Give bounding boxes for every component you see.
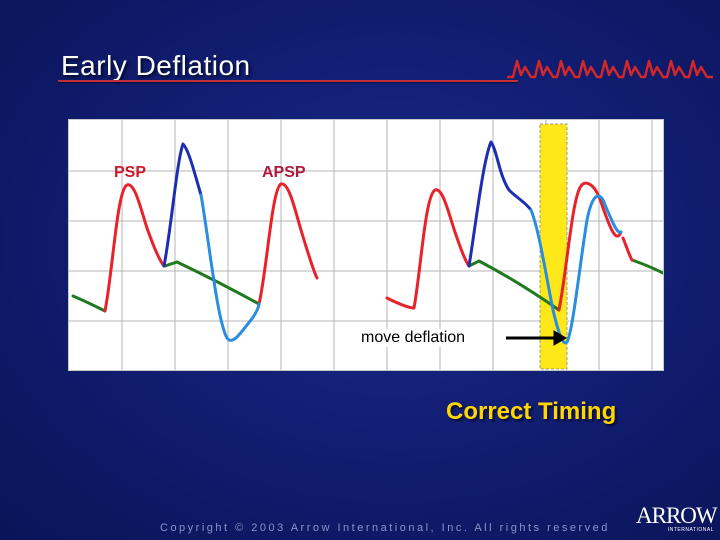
waveform-svg	[69, 120, 663, 370]
move-deflation-label: move deflation	[359, 329, 468, 347]
copyright-notice: Copyright © 2003 Arrow International, In…	[160, 522, 610, 534]
correct-timing-callout: Correct Timing	[446, 398, 617, 425]
title-underline	[58, 80, 518, 82]
deflation-curve	[199, 193, 623, 345]
header-waveform-icon	[507, 59, 713, 79]
logo-wordmark: ARROW	[636, 503, 718, 528]
logo-subtitle: INTERNATIONAL	[667, 527, 714, 533]
apsp-label: APSP	[262, 164, 306, 181]
move-deflation-arrow	[506, 330, 567, 346]
augmentation-curve	[162, 140, 533, 268]
psp-label: PSP	[114, 164, 147, 181]
waveform-plot: PSP APSP move deflation	[68, 119, 664, 371]
arrow-logo: ARROW INTERNATIONAL	[636, 503, 718, 533]
slide-title: Early Deflation	[61, 50, 251, 81]
psp-curve	[103, 181, 634, 313]
